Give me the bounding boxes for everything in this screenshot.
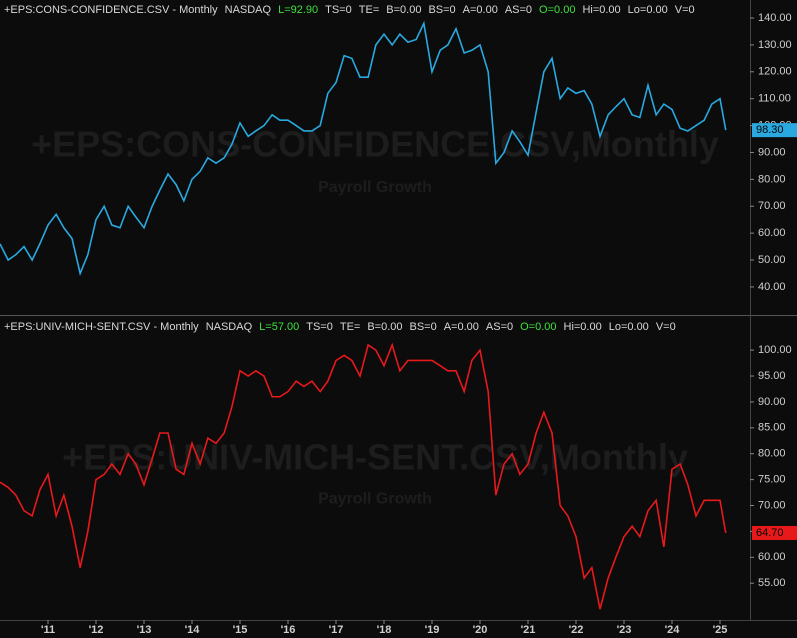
header-item: V=0 — [656, 321, 676, 333]
x-tick-label: '18 — [377, 624, 392, 636]
panel-header: +EPS:UNIV-MICH-SENT.CSV - Monthly NASDAQ L… — [4, 321, 676, 333]
x-tick-label: '20 — [473, 624, 488, 636]
x-tick-label: '15 — [233, 624, 248, 636]
y-tick-label: 120.00 — [758, 66, 792, 78]
y-tick-label: 50.00 — [758, 254, 786, 266]
y-tick-label: 85.00 — [758, 422, 786, 434]
header-item: TS=0 — [306, 321, 333, 333]
y-tick-label: 130.00 — [758, 39, 792, 51]
header-item: AS=0 — [505, 4, 532, 16]
y-tick-label: 100.00 — [758, 344, 792, 356]
y-tick-label: 60.00 — [758, 551, 786, 563]
x-tick-label: '11 — [41, 624, 55, 636]
header-item: +EPS:CONS-CONFIDENCE.CSV - Monthly — [4, 4, 218, 16]
header-item: BS=0 — [428, 4, 455, 16]
x-tick-label: '23 — [617, 624, 632, 636]
header-item: O=0.00 — [539, 4, 575, 16]
last-value-box — [752, 525, 797, 540]
header-item: V=0 — [675, 4, 695, 16]
header-item: +EPS:UNIV-MICH-SENT.CSV - Monthly — [4, 321, 199, 333]
header-item: B=0.00 — [367, 321, 402, 333]
header-item: L=92.90 — [278, 4, 318, 16]
x-tick-label: '17 — [329, 624, 344, 636]
header-item: Lo=0.00 — [628, 4, 668, 16]
x-tick-label: '22 — [569, 624, 584, 636]
x-tick-label: '24 — [665, 624, 681, 636]
watermark: +EPS:CONS-CONFIDENCE.CSV,Monthly — [31, 124, 719, 165]
watermark-sub: Payroll Growth — [318, 179, 432, 196]
panel-header: +EPS:CONS-CONFIDENCE.CSV - Monthly NASDAQ… — [4, 4, 695, 16]
watermark-sub: Payroll Growth — [318, 490, 432, 507]
header-item: Hi=0.00 — [564, 321, 602, 333]
series-line — [0, 20, 727, 277]
header-item: L=57.00 — [259, 321, 299, 333]
header-item: TS=0 — [325, 4, 352, 16]
watermark: +EPS:UNIV-MICH-SENT.CSV,Monthly — [62, 436, 688, 477]
x-tick-label: '16 — [281, 624, 296, 636]
y-tick-label: 90.00 — [758, 146, 786, 158]
x-tick-label: '12 — [89, 624, 104, 636]
header-item: NASDAQ — [225, 4, 272, 16]
y-tick-label: 60.00 — [758, 227, 786, 239]
header-item: A=0.00 — [463, 4, 498, 16]
header-item: Lo=0.00 — [609, 321, 649, 333]
x-tick-label: '25 — [713, 624, 728, 636]
x-tick-label: '21 — [521, 624, 536, 636]
y-tick-label: 75.00 — [758, 474, 786, 486]
x-tick-label: '19 — [425, 624, 440, 636]
header-item: A=0.00 — [444, 321, 479, 333]
y-tick-label: 55.00 — [758, 577, 786, 589]
y-tick-label: 80.00 — [758, 173, 786, 185]
header-item: NASDAQ — [206, 321, 253, 333]
header-item: BS=0 — [410, 321, 437, 333]
header-item: AS=0 — [486, 321, 513, 333]
last-value-label: 98.30 — [756, 124, 784, 136]
y-tick-label: 140.00 — [758, 12, 792, 24]
y-tick-label: 40.00 — [758, 281, 786, 293]
header-item: O=0.00 — [520, 321, 556, 333]
series-line — [0, 342, 727, 610]
y-tick-label: 70.00 — [758, 200, 786, 212]
header-item: Hi=0.00 — [582, 4, 620, 16]
y-tick-label: 80.00 — [758, 448, 786, 460]
y-tick-label: 110.00 — [758, 93, 791, 105]
last-value-label: 64.70 — [756, 527, 784, 539]
x-tick-label: '13 — [137, 624, 152, 636]
y-tick-label: 70.00 — [758, 499, 786, 511]
x-tick-label: '14 — [185, 624, 201, 636]
y-tick-label: 90.00 — [758, 396, 786, 408]
header-item: TE= — [340, 321, 360, 333]
y-tick-label: 95.00 — [758, 370, 786, 382]
header-item: TE= — [359, 4, 379, 16]
header-item: B=0.00 — [386, 4, 421, 16]
last-value-box — [752, 123, 797, 138]
